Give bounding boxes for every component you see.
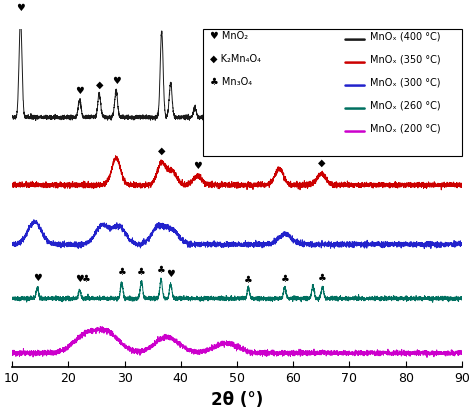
X-axis label: 2θ (°): 2θ (°) (211, 391, 263, 409)
Text: ♥: ♥ (75, 86, 84, 96)
Text: ♣: ♣ (244, 275, 253, 285)
Text: ♥: ♥ (286, 88, 295, 98)
Text: ♣: ♣ (137, 267, 146, 278)
Text: MnOₓ (300 °C): MnOₓ (300 °C) (370, 77, 440, 87)
FancyBboxPatch shape (203, 29, 462, 156)
Text: ◆: ◆ (320, 88, 328, 98)
Text: ♣: ♣ (281, 273, 289, 284)
Text: ◆: ◆ (95, 80, 103, 90)
Text: ♣: ♣ (157, 265, 165, 275)
Text: ♣ Mn₃O₄: ♣ Mn₃O₄ (210, 77, 252, 87)
Text: MnOₓ (350 °C): MnOₓ (350 °C) (370, 54, 440, 64)
Text: ♥: ♥ (230, 87, 238, 97)
Text: ◆ K₂Mn₄O₄: ◆ K₂Mn₄O₄ (210, 54, 261, 64)
Text: ♥: ♥ (166, 269, 175, 279)
Text: ♣: ♣ (118, 267, 126, 277)
Text: MnOₓ (200 °C): MnOₓ (200 °C) (370, 123, 440, 133)
Text: ♥: ♥ (33, 273, 42, 283)
Text: MnOₓ (260 °C): MnOₓ (260 °C) (370, 100, 440, 110)
Text: ♥: ♥ (16, 3, 25, 13)
Text: MnOₓ (400 °C): MnOₓ (400 °C) (370, 31, 440, 41)
Text: ♥ MnO₂: ♥ MnO₂ (210, 31, 248, 41)
Text: ♥: ♥ (75, 274, 84, 284)
Text: ◆: ◆ (318, 158, 325, 168)
Text: ♣: ♣ (318, 273, 327, 282)
Text: ♣: ♣ (82, 274, 91, 284)
Text: ♥: ♥ (193, 161, 202, 171)
Text: ◆: ◆ (158, 145, 165, 155)
Text: ♥: ♥ (112, 76, 120, 86)
